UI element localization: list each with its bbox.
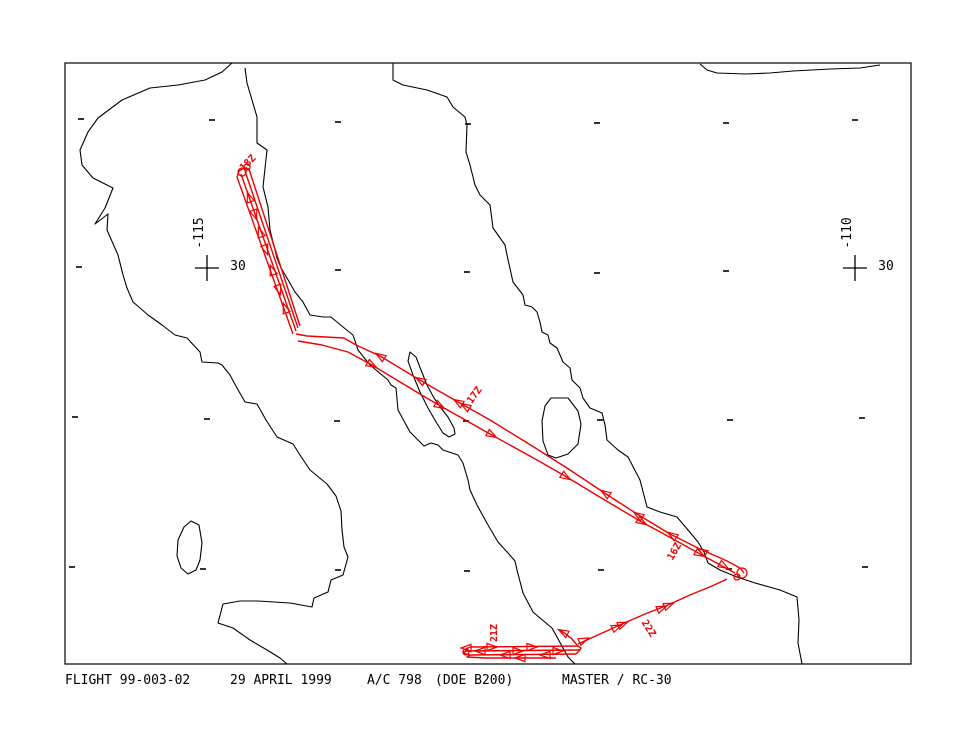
track-turn-loop	[462, 648, 470, 656]
track-direction-arrow	[526, 642, 539, 652]
track-direction-arrow	[259, 243, 269, 257]
track-time-label: 17Z	[465, 385, 485, 406]
flight-date-label: 29 APRIL 1999	[230, 673, 332, 688]
track-direction-arrow	[473, 646, 486, 656]
flight-track-line	[466, 654, 487, 659]
flight-track-line	[297, 340, 736, 574]
longitude-label: -110	[840, 217, 855, 248]
track-direction-arrow	[513, 653, 526, 663]
track-direction-arrow	[282, 301, 292, 315]
graticule-cross	[843, 255, 867, 281]
coastline-path	[392, 63, 803, 665]
track-direction-arrow	[716, 559, 730, 570]
track-direction-arrow	[414, 376, 428, 387]
flight-track-line	[559, 629, 579, 647]
track-direction-arrow	[662, 602, 676, 612]
flight-track-line	[577, 645, 582, 651]
flight-track-line	[469, 645, 579, 648]
latitude-label: 30	[230, 259, 246, 274]
graticule-cross	[195, 255, 219, 281]
track-direction-arrow	[632, 511, 646, 522]
sensor-label: MASTER / RC-30	[562, 673, 672, 688]
track-direction-arrow	[459, 402, 473, 413]
coastline-path	[699, 63, 881, 75]
plot-border	[64, 62, 912, 665]
track-direction-arrow	[599, 489, 613, 500]
track-direction-arrow	[538, 650, 551, 660]
coastline-path	[244, 67, 576, 665]
latitude-label: 30	[878, 259, 894, 274]
island-path	[541, 397, 582, 459]
caption-bar: FLIGHT 99-003-02 29 APRIL 1999 A/C 798 (…	[0, 673, 976, 689]
track-direction-arrow	[577, 637, 591, 647]
track-direction-arrow	[269, 263, 279, 277]
flight-track-line	[244, 170, 299, 329]
track-time-label: 22Z	[639, 618, 658, 639]
track-direction-arrow	[432, 399, 446, 410]
track-direction-arrow	[610, 624, 624, 634]
track-direction-arrow	[374, 352, 388, 363]
track-time-label: 21Z	[489, 624, 500, 642]
track-direction-arrow	[484, 428, 498, 439]
track-direction-arrow	[364, 358, 378, 369]
track-direction-arrow	[666, 531, 680, 542]
flight-track-line	[248, 168, 301, 327]
aircraft-label: A/C 798	[367, 673, 422, 688]
track-direction-arrow	[486, 642, 499, 652]
flight-id-label: FLIGHT 99-003-02	[65, 673, 191, 688]
track-direction-arrow	[498, 650, 511, 660]
flight-track-line	[577, 578, 728, 645]
track-direction-arrow	[246, 190, 256, 204]
coastline-path	[79, 62, 349, 665]
track-direction-arrow	[459, 643, 472, 653]
track-turn-loop	[237, 167, 247, 177]
island-path	[407, 351, 456, 438]
track-turn-loop	[243, 163, 251, 171]
aircraft-model-label: (DOE B200)	[435, 673, 514, 688]
track-direction-arrow	[655, 605, 669, 615]
track-direction-arrow	[248, 208, 258, 222]
track-direction-arrow	[692, 547, 706, 558]
flight-track-line	[240, 173, 297, 332]
track-direction-arrow	[634, 515, 648, 526]
track-direction-arrow	[257, 225, 267, 239]
track-direction-arrow	[512, 646, 525, 656]
track-direction-arrow	[558, 470, 572, 481]
track-direction-arrow	[616, 621, 630, 631]
flight-track-line	[575, 649, 581, 655]
flight-track-line	[236, 176, 294, 335]
flight-track-line	[295, 333, 745, 574]
track-turn-loop	[736, 567, 748, 579]
track-turn-loop	[733, 573, 741, 581]
track-direction-arrow	[557, 628, 571, 639]
track-direction-arrow	[272, 283, 282, 297]
longitude-label: -115	[192, 217, 207, 248]
track-direction-arrow	[552, 646, 565, 656]
island-path	[176, 520, 203, 575]
